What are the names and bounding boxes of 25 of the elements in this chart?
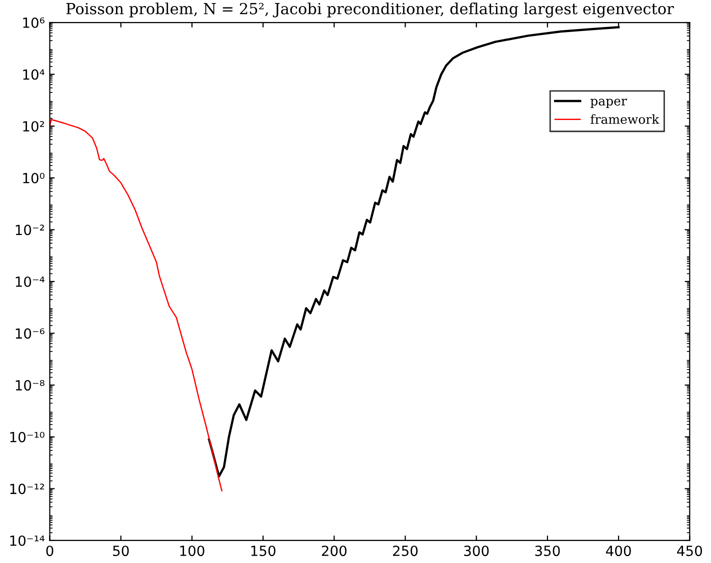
legend-label: framework (590, 114, 660, 124)
line-series (50, 118, 222, 492)
y-tick-label: 10⁻¹⁰ (10, 432, 44, 442)
x-tick-label: 0 (46, 546, 54, 556)
y-tick-label: 10² (23, 121, 44, 132)
x-tick-label: 300 (464, 546, 489, 556)
x-tick-label: 200 (322, 546, 346, 556)
y-tick-label: 10⁴ (23, 69, 44, 80)
y-tick-label: 10⁰ (23, 172, 44, 184)
legend-label: paper (590, 98, 627, 108)
x-tick-label: 450 (677, 546, 702, 556)
x-tick-label: 250 (393, 546, 418, 556)
y-tick-label: 10⁻¹⁴ (10, 535, 44, 546)
y-tick-label: 10⁶ (23, 17, 44, 28)
y-tick-label: 10⁻⁸ (16, 380, 44, 391)
x-tick-label: 150 (251, 546, 276, 556)
x-tick-label: 100 (180, 546, 204, 556)
y-tick-label: 10⁻⁴ (16, 276, 44, 287)
y-tick-label: 10⁻⁶ (16, 328, 44, 339)
x-tick-label: 400 (606, 546, 631, 556)
y-tick-label: 10⁻¹² (10, 484, 44, 494)
chart-title: Poisson problem, N = 25², Jacobi preconditioner, deflating largest eigenvector (66, 2, 674, 18)
y-tick-label: 10⁻² (16, 224, 44, 236)
x-tick-label: 350 (535, 546, 560, 556)
x-tick-label: 50 (113, 546, 129, 556)
